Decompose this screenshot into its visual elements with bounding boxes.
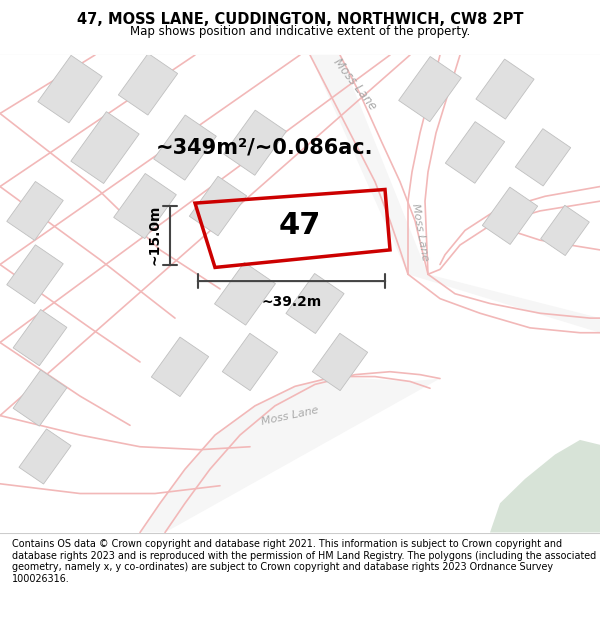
Polygon shape bbox=[71, 112, 139, 184]
Text: ~39.2m: ~39.2m bbox=[262, 295, 322, 309]
Polygon shape bbox=[7, 181, 63, 241]
Polygon shape bbox=[38, 56, 102, 123]
Polygon shape bbox=[151, 337, 209, 397]
Polygon shape bbox=[490, 440, 600, 532]
Polygon shape bbox=[223, 333, 278, 391]
Text: Map shows position and indicative extent of the property.: Map shows position and indicative extent… bbox=[130, 26, 470, 39]
Polygon shape bbox=[113, 174, 176, 239]
Polygon shape bbox=[13, 370, 67, 426]
Polygon shape bbox=[515, 129, 571, 186]
Text: ~349m²/~0.086ac.: ~349m²/~0.086ac. bbox=[156, 138, 374, 158]
Polygon shape bbox=[140, 377, 440, 532]
Text: Moss Lane: Moss Lane bbox=[331, 56, 379, 112]
Text: Moss Lane: Moss Lane bbox=[410, 202, 430, 262]
Polygon shape bbox=[19, 429, 71, 484]
Polygon shape bbox=[118, 53, 178, 115]
Polygon shape bbox=[482, 187, 538, 244]
Text: 47: 47 bbox=[279, 211, 321, 240]
Polygon shape bbox=[190, 176, 247, 236]
Text: 47, MOSS LANE, CUDDINGTON, NORTHWICH, CW8 2PT: 47, MOSS LANE, CUDDINGTON, NORTHWICH, CW… bbox=[77, 12, 523, 27]
Polygon shape bbox=[445, 122, 505, 183]
Polygon shape bbox=[541, 205, 589, 256]
Polygon shape bbox=[286, 274, 344, 334]
Polygon shape bbox=[7, 245, 63, 304]
Polygon shape bbox=[224, 110, 286, 175]
Polygon shape bbox=[154, 115, 217, 180]
Polygon shape bbox=[313, 333, 368, 391]
Text: Contains OS data © Crown copyright and database right 2021. This information is : Contains OS data © Crown copyright and d… bbox=[12, 539, 596, 584]
Polygon shape bbox=[310, 55, 428, 274]
Polygon shape bbox=[215, 262, 275, 325]
Polygon shape bbox=[13, 309, 67, 366]
Polygon shape bbox=[398, 56, 461, 122]
Text: Moss Lane: Moss Lane bbox=[260, 404, 320, 426]
Text: ~15.0m: ~15.0m bbox=[148, 205, 162, 266]
Polygon shape bbox=[408, 274, 600, 332]
Polygon shape bbox=[476, 59, 534, 119]
